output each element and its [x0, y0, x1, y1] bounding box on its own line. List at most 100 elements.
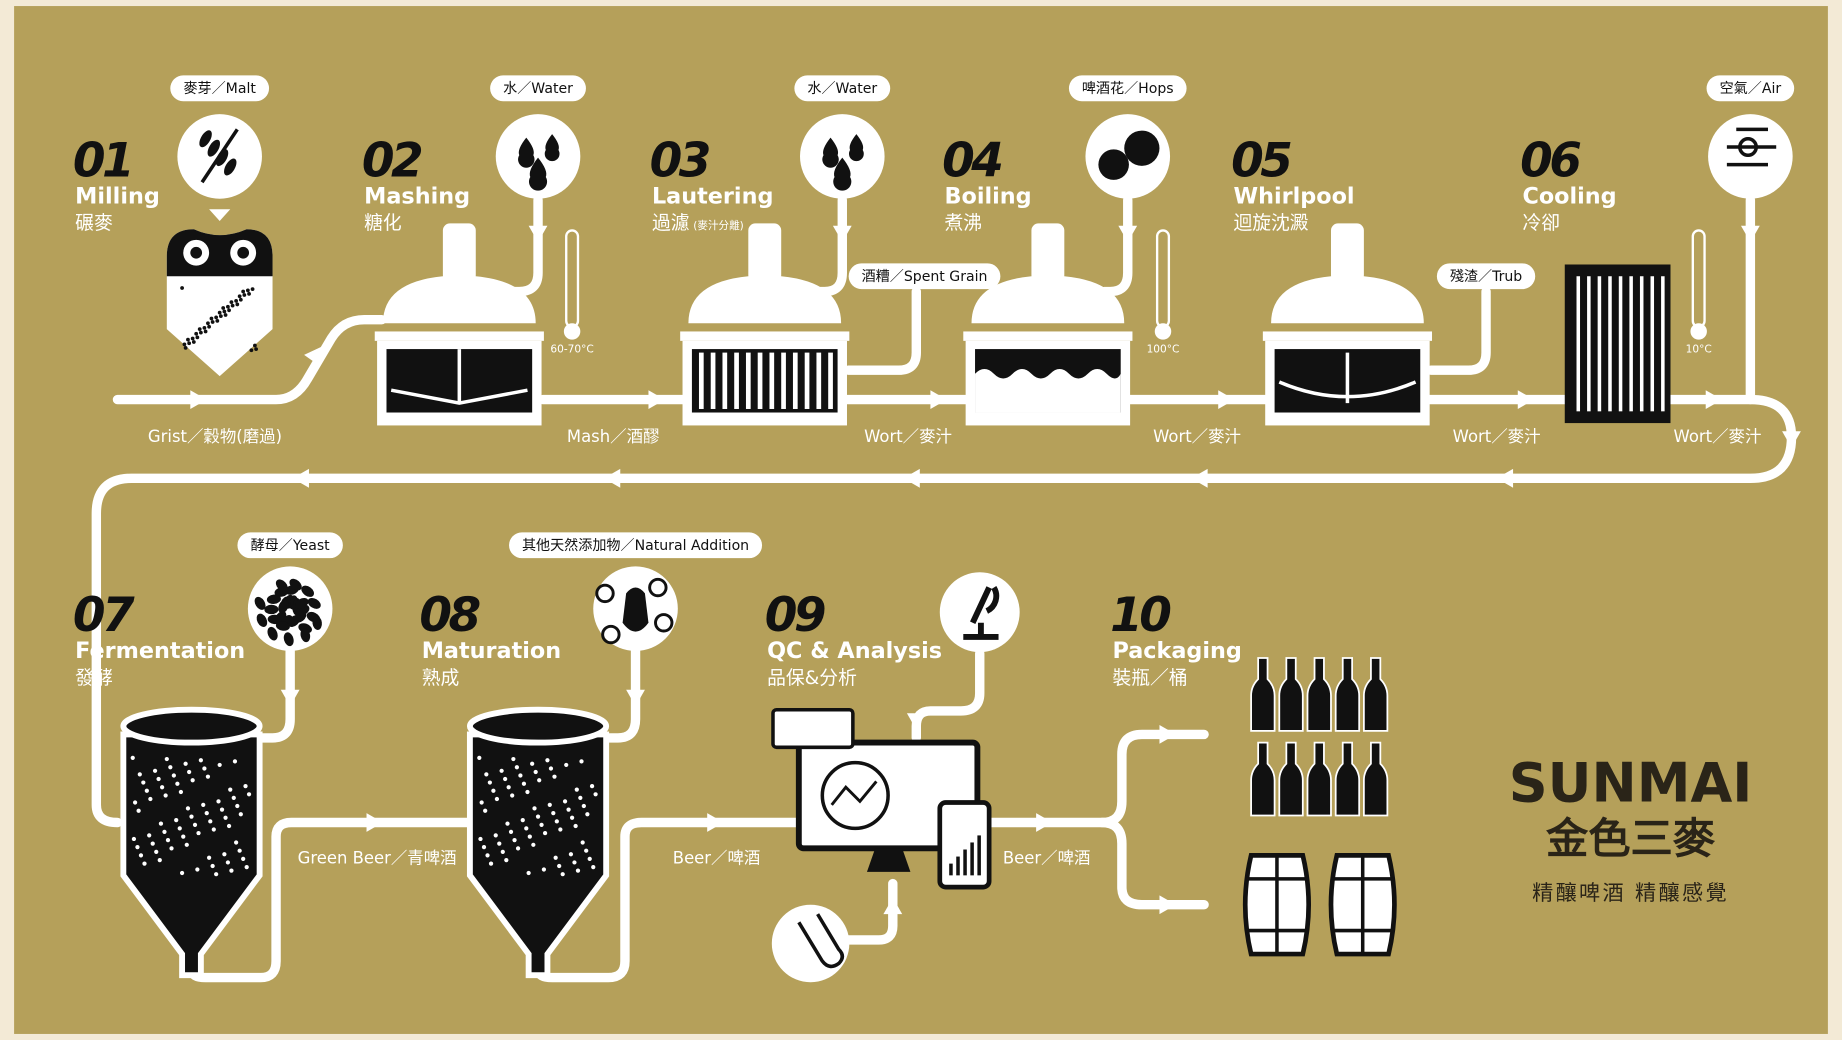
bottle	[1334, 657, 1361, 732]
arrow	[528, 225, 548, 243]
grist	[234, 299, 239, 303]
kettle-rim	[1262, 331, 1433, 341]
bubble	[580, 840, 585, 845]
drop	[544, 134, 560, 162]
step-number: 08	[419, 588, 479, 643]
bubble	[150, 841, 155, 846]
input-label: 水／Water	[807, 81, 877, 97]
grist	[183, 346, 188, 350]
yeast	[312, 615, 322, 630]
bubble	[171, 773, 176, 778]
step-name: Whirlpool	[1233, 183, 1354, 209]
grist	[194, 331, 199, 336]
grist	[215, 319, 220, 323]
bubble	[535, 814, 541, 819]
arrow	[906, 713, 926, 730]
bubble	[148, 796, 153, 802]
bubble	[211, 827, 216, 832]
bubble	[181, 834, 186, 839]
input-label: 麥芽／Malt	[183, 81, 256, 97]
bubble	[562, 799, 568, 804]
bubble	[192, 822, 198, 827]
tank-top	[120, 706, 263, 746]
input-label: 啤酒花／Hops	[1082, 81, 1174, 97]
bubble	[568, 852, 574, 857]
bubble	[526, 870, 531, 876]
air	[1726, 127, 1777, 167]
grain	[199, 130, 212, 148]
arrow	[832, 225, 852, 243]
flow-label: Wort／麥汁	[864, 427, 952, 446]
grist	[245, 288, 250, 293]
bubble	[542, 830, 548, 836]
step-name: QC & Analysis	[767, 638, 942, 664]
yeast	[300, 628, 311, 643]
hopper-top	[166, 229, 273, 277]
pipe	[1097, 817, 1209, 910]
cooler-plate	[1639, 276, 1644, 412]
bubble	[163, 793, 168, 798]
grist	[206, 321, 210, 326]
bubble	[160, 785, 165, 790]
step-name: Mashing	[364, 183, 470, 209]
drop	[822, 137, 839, 168]
output-label-pill	[848, 263, 1001, 290]
arrow	[1118, 225, 1138, 243]
bubble	[573, 823, 578, 829]
input-label: 其他天然添加物／Natural Addition	[522, 537, 749, 554]
drop	[528, 157, 548, 191]
arrow	[1036, 813, 1053, 832]
step-name-zh: 裝瓶／桶	[1112, 667, 1187, 689]
bubble	[178, 789, 184, 795]
bubble	[229, 868, 234, 873]
bubble	[137, 772, 142, 777]
grist	[186, 337, 190, 342]
grist	[254, 347, 258, 351]
arrow	[1517, 390, 1535, 409]
bubble	[527, 834, 532, 839]
bottle	[1306, 741, 1332, 817]
bubble	[177, 826, 182, 831]
bubble	[205, 774, 211, 779]
screen	[781, 352, 786, 409]
kettle-neck	[1031, 223, 1065, 283]
grist	[182, 342, 187, 347]
bubble	[234, 840, 239, 845]
bubble	[551, 810, 556, 816]
step-number: 05	[1231, 133, 1291, 188]
bottle	[1362, 657, 1389, 732]
tank-top	[466, 706, 610, 746]
bubble	[591, 865, 596, 870]
phone-bar	[963, 849, 967, 876]
yeast	[264, 604, 279, 615]
brand-name: SUNMAI	[1509, 751, 1753, 814]
bubble	[510, 793, 515, 798]
screen	[745, 352, 751, 409]
bubble	[574, 787, 579, 792]
bubble	[545, 758, 550, 763]
bottle	[1278, 657, 1304, 732]
bottle	[1278, 741, 1304, 817]
grist	[250, 287, 255, 292]
bubble	[525, 789, 530, 795]
bubble	[530, 761, 535, 766]
grist	[195, 335, 200, 340]
grist	[235, 302, 240, 307]
paddle	[390, 349, 528, 405]
drop	[848, 134, 864, 162]
temperature: 100°C	[1147, 344, 1180, 356]
bubble	[491, 788, 496, 793]
bubble	[147, 833, 152, 838]
grist	[247, 291, 251, 296]
bubble	[216, 799, 221, 804]
bottle	[1306, 657, 1332, 732]
eye	[237, 246, 250, 259]
step-number: 06	[1520, 133, 1580, 188]
cooler-plate	[1587, 276, 1591, 412]
bubble	[244, 865, 249, 870]
pipe	[91, 394, 1797, 828]
arrow	[1705, 390, 1723, 409]
bubble	[478, 836, 483, 842]
thermometer-bulb	[563, 323, 581, 340]
